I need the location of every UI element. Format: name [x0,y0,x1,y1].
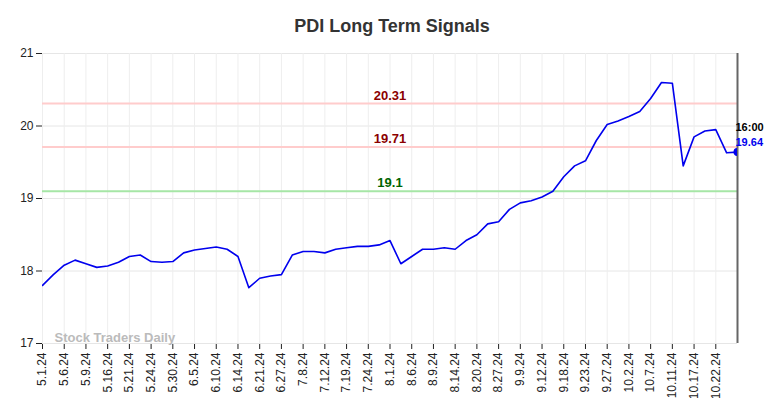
svg-text:10.7.24: 10.7.24 [643,352,657,392]
svg-text:5.30.24: 5.30.24 [166,352,180,392]
svg-text:7.19.24: 7.19.24 [339,352,353,392]
svg-text:8.1.24: 8.1.24 [383,352,397,386]
svg-text:16:00: 16:00 [736,121,764,133]
svg-text:5.16.24: 5.16.24 [100,352,114,392]
svg-text:19: 19 [20,191,34,205]
svg-text:21: 21 [20,46,34,60]
svg-text:8.9.24: 8.9.24 [426,352,440,386]
svg-text:9.12.24: 9.12.24 [535,352,549,392]
svg-text:9.18.24: 9.18.24 [557,352,571,392]
svg-text:9.27.24: 9.27.24 [600,352,614,392]
svg-text:8.20.24: 8.20.24 [470,352,484,392]
svg-text:5.24.24: 5.24.24 [144,352,158,392]
svg-text:10.2.24: 10.2.24 [622,352,636,392]
svg-text:Stock Traders Daily: Stock Traders Daily [55,330,176,345]
svg-text:10.17.24: 10.17.24 [687,352,701,398]
svg-text:6.10.24: 6.10.24 [209,352,223,392]
svg-text:6.14.24: 6.14.24 [231,352,245,392]
html-text:PDI Long Term Signals: PDI Long Term Signals [294,16,490,36]
svg-text:9.23.24: 9.23.24 [578,352,592,392]
svg-text:5.1.24: 5.1.24 [35,352,49,386]
svg-text:5.21.24: 5.21.24 [122,352,136,392]
svg-text:18: 18 [20,264,34,278]
svg-text:5.9.24: 5.9.24 [79,352,93,386]
svg-text:20.31: 20.31 [374,88,407,103]
svg-text:19.71: 19.71 [374,131,407,146]
svg-text:7.12.24: 7.12.24 [318,352,332,392]
svg-text:8.14.24: 8.14.24 [448,352,462,392]
svg-text:10.22.24: 10.22.24 [709,352,723,398]
svg-text:6.27.24: 6.27.24 [274,352,288,392]
svg-text:6.21.24: 6.21.24 [253,352,267,392]
svg-text:9.9.24: 9.9.24 [513,352,527,386]
svg-text:6.5.24: 6.5.24 [187,352,201,386]
svg-text:8.6.24: 8.6.24 [405,352,419,386]
svg-text:7.8.24: 7.8.24 [296,352,310,386]
svg-text:7.24.24: 7.24.24 [361,352,375,392]
svg-text:19.1: 19.1 [377,175,402,190]
svg-text:5.6.24: 5.6.24 [57,352,71,386]
svg-text:8.27.24: 8.27.24 [491,352,505,392]
svg-text:10.11.24: 10.11.24 [665,352,679,398]
svg-text:20: 20 [20,119,34,133]
svg-text:17: 17 [20,336,34,350]
svg-text:19.64: 19.64 [736,136,764,148]
